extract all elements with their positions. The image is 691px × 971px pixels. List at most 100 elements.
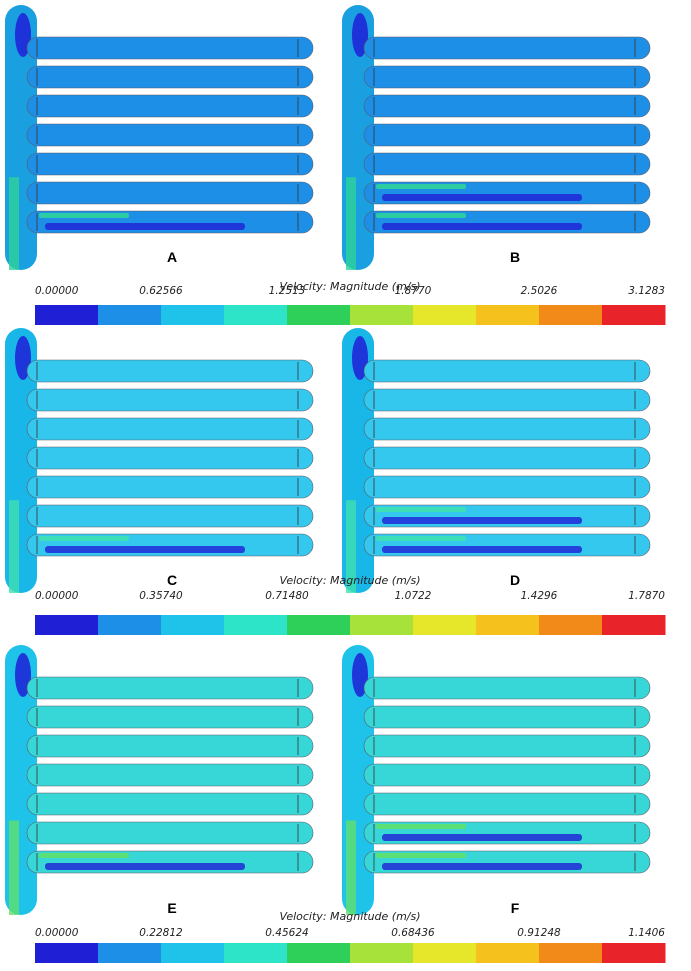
colorbar-tick-label: 0.00000 [35,285,79,297]
colorbar-swatch [224,615,288,635]
colorbar-swatch [224,305,288,325]
inlet-high-velocity-zone [346,500,356,593]
tube-body [363,734,651,758]
inlet-high-velocity-zone [346,820,356,915]
tube-7 [26,210,314,234]
tube-body [363,792,651,816]
tube-low-velocity-zone [45,546,245,553]
tube-body [363,152,651,176]
colorbar-swatch [35,615,99,635]
panel-label: B [510,249,520,265]
tube-body [363,475,651,499]
tube-body [26,388,314,412]
inlet-high-velocity-zone [9,500,19,593]
tube-3 [363,417,651,441]
tube-6 [363,181,651,205]
colorbar-swatch [602,615,666,635]
tube-body [26,676,314,700]
colorbar-swatch [98,305,162,325]
tube-low-velocity-zone [45,223,245,230]
tube-4 [363,123,651,147]
tube-low-velocity-zone [382,194,582,201]
panel-label: C [167,572,177,588]
colorbar-swatch [287,943,351,963]
tube-body [26,705,314,729]
tube-5 [363,792,651,816]
tube-high-velocity-zone [376,184,466,189]
tube-1 [363,359,651,383]
tube-body [363,705,651,729]
tube-body [363,763,651,787]
tube-body [26,417,314,441]
colorbar-tick-label: 0.62566 [139,285,183,297]
tube-body [26,504,314,528]
tube-low-velocity-zone [382,834,582,841]
tube-body [26,821,314,845]
colorbar-swatch [98,615,162,635]
tube-6 [363,504,651,528]
colorbar-tick-label: 0.45624 [265,927,308,939]
tube-body [363,359,651,383]
colorbar-tick-label: 0.68436 [391,927,435,939]
inlet-high-velocity-zone [9,177,19,270]
tube-2 [26,705,314,729]
tube-3 [363,734,651,758]
colorbar-swatch [476,943,540,963]
colorbar-tick-label: 1.4296 [521,590,558,602]
tube-4 [363,763,651,787]
tube-body [363,36,651,60]
tube-2 [363,705,651,729]
inlet-high-velocity-zone [9,820,19,915]
tube-4 [363,446,651,470]
colorbar-tick-label: 0.22812 [139,927,183,939]
tube-2 [26,388,314,412]
colorbar-swatch [35,943,99,963]
panel-label: A [167,249,177,265]
colorbar-swatch [539,305,603,325]
colorbar-swatch [413,943,477,963]
tube-body [26,152,314,176]
tube-high-velocity-zone [376,213,466,218]
tube-body [363,388,651,412]
tube-body [363,123,651,147]
colorbar-tick-label: 3.1283 [628,285,665,297]
tube-high-velocity-zone [376,536,466,541]
tube-body [363,417,651,441]
tube-high-velocity-zone [376,853,466,858]
tube-3 [26,94,314,118]
tube-body [363,446,651,470]
contour-panel-b: B [342,5,651,270]
inlet-high-velocity-zone [346,177,356,270]
colorbar-tick-label: 0.91248 [517,927,561,939]
tube-body [26,123,314,147]
tube-7 [363,210,651,234]
tube-6 [363,821,651,845]
panel-label: F [511,900,520,916]
colorbar-swatch [476,305,540,325]
colorbar-tick-label: 1.1406 [628,927,665,939]
colorbar-title: Velocity: Magnitude (m/s) [279,910,420,923]
legend-group: Velocity: Magnitude (m/s) 0.00000 0.62566 1… [35,280,666,963]
colorbar-title: Velocity: Magnitude (m/s) [279,280,420,293]
tube-1 [363,676,651,700]
tube-3 [26,417,314,441]
tube-body [26,36,314,60]
contour-panel-f: F [342,645,651,916]
tube-7 [363,533,651,557]
colorbar-swatch [539,615,603,635]
tube-body [26,65,314,89]
tube-body [363,676,651,700]
colorbar-swatch [98,943,162,963]
tube-7 [26,533,314,557]
panel-group: A B C D E F [5,5,651,916]
tube-3 [26,734,314,758]
tube-4 [26,123,314,147]
colorbar-swatch [413,615,477,635]
tube-5 [26,792,314,816]
contour-panel-d: D [342,328,651,593]
colorbar-swatch [287,305,351,325]
tube-5 [363,152,651,176]
tube-4 [26,446,314,470]
tube-1 [26,36,314,60]
